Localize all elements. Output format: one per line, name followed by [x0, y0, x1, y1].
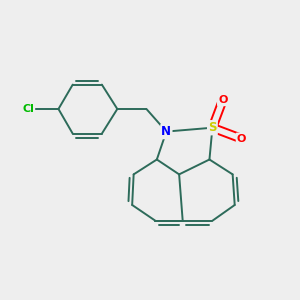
Text: Cl: Cl — [22, 104, 34, 114]
Text: O: O — [218, 95, 227, 105]
Text: S: S — [208, 121, 217, 134]
Text: N: N — [161, 125, 171, 138]
Text: O: O — [237, 134, 246, 144]
